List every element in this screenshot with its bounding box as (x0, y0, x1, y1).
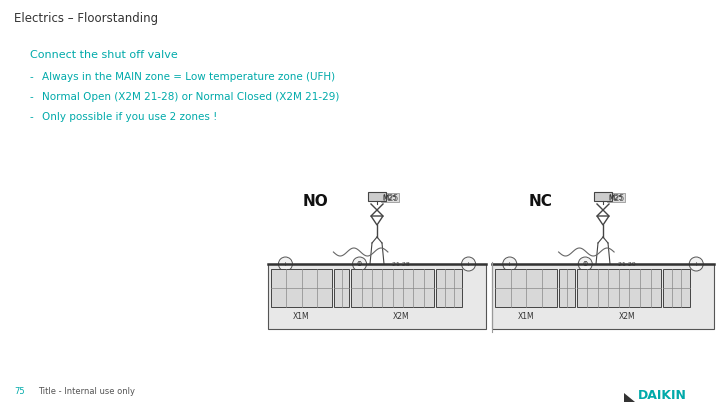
Text: 21 28: 21 28 (392, 262, 410, 267)
Text: I: I (359, 262, 361, 266)
Text: Title - Internal use only: Title - Internal use only (38, 387, 135, 396)
Text: X2M: X2M (619, 312, 636, 321)
Text: M25: M25 (382, 194, 398, 203)
Text: o: o (582, 260, 588, 269)
Circle shape (503, 257, 517, 271)
Text: -: - (30, 92, 34, 102)
Bar (334, 269, 349, 307)
Circle shape (462, 257, 475, 271)
Circle shape (279, 257, 292, 271)
Text: M25: M25 (382, 195, 397, 201)
Bar (559, 269, 575, 307)
Text: 75: 75 (14, 387, 24, 396)
Text: X1M: X1M (518, 312, 534, 321)
Text: Electrics – Floorstanding: Electrics – Floorstanding (14, 12, 158, 25)
Bar (495, 269, 557, 307)
Bar (436, 269, 462, 307)
Circle shape (689, 257, 703, 271)
Text: DAIKIN: DAIKIN (638, 389, 687, 402)
Text: I: I (284, 262, 287, 266)
Text: I: I (468, 262, 469, 266)
Text: X2M: X2M (392, 312, 409, 321)
Circle shape (578, 257, 593, 271)
Bar (381, 193, 399, 202)
Text: -: - (30, 112, 34, 122)
Bar (271, 269, 332, 307)
Text: 21 29: 21 29 (618, 262, 636, 267)
Bar (594, 192, 612, 201)
Text: M25: M25 (608, 194, 624, 203)
Bar (607, 193, 625, 202)
Text: -: - (30, 72, 34, 82)
Bar (368, 192, 386, 201)
Text: Connect the shut off valve: Connect the shut off valve (30, 50, 178, 60)
Text: NC: NC (529, 194, 553, 209)
Text: Always in the MAIN zone = Low temperature zone (UFH): Always in the MAIN zone = Low temperatur… (42, 72, 335, 82)
Bar (268, 264, 486, 329)
Text: Only possible if you use 2 zones !: Only possible if you use 2 zones ! (42, 112, 217, 122)
Text: NO: NO (303, 194, 329, 209)
Text: I: I (585, 262, 586, 266)
Text: Normal Open (X2M 21-28) or Normal Closed (X2M 21-29): Normal Open (X2M 21-28) or Normal Closed… (42, 92, 339, 102)
Text: I: I (509, 262, 510, 266)
Bar (663, 269, 690, 307)
Bar (492, 264, 714, 329)
Text: M25: M25 (608, 195, 624, 201)
Circle shape (353, 257, 366, 271)
Text: I: I (696, 262, 697, 266)
Text: X1M: X1M (293, 312, 310, 321)
Text: o: o (357, 260, 362, 269)
Polygon shape (624, 393, 635, 402)
Bar (351, 269, 434, 307)
Bar (577, 269, 661, 307)
